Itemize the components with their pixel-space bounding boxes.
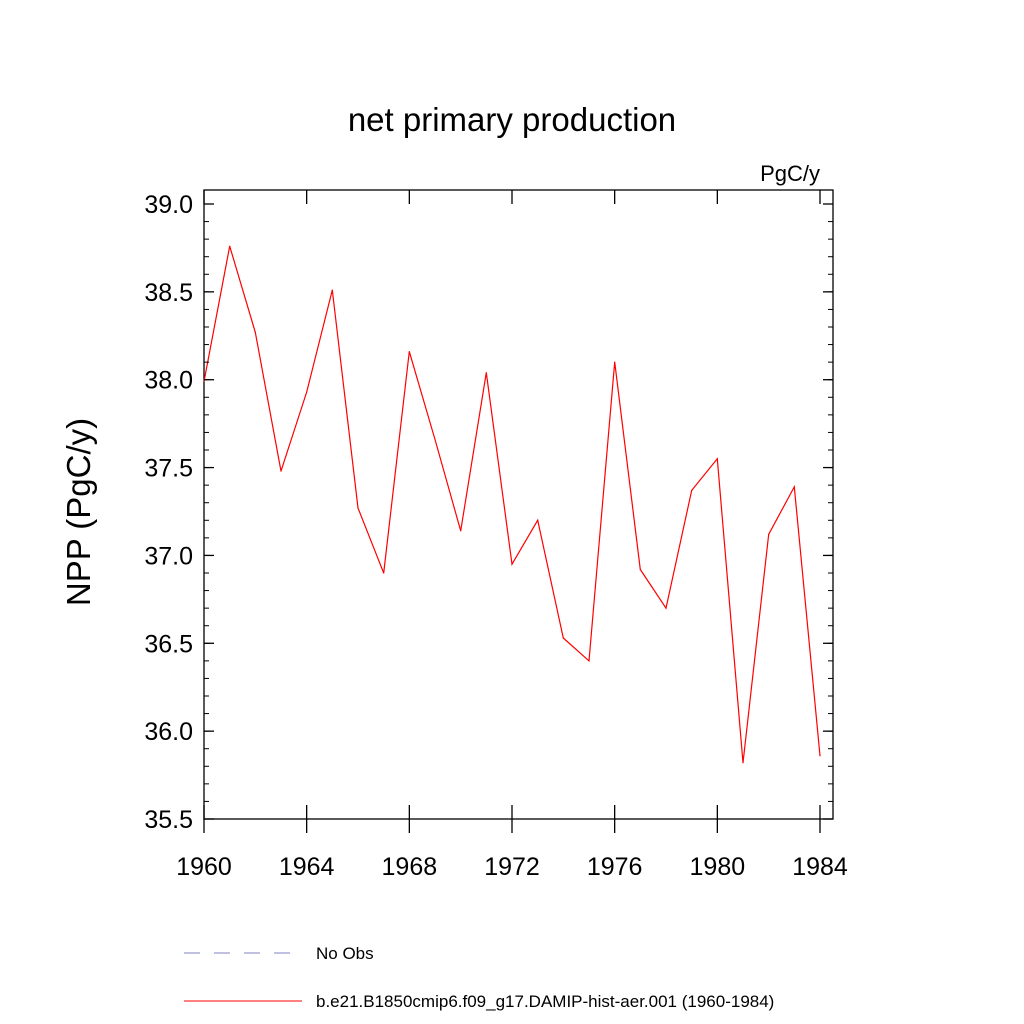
x-tick-label: 1964 bbox=[279, 853, 335, 881]
y-tick-label: 36.0 bbox=[144, 718, 193, 746]
data-point bbox=[408, 351, 410, 353]
plot-area bbox=[203, 189, 834, 820]
data-point bbox=[588, 660, 590, 662]
data-point bbox=[331, 289, 333, 291]
data-point bbox=[665, 607, 667, 609]
y-tick-label: 38.5 bbox=[144, 279, 193, 307]
data-point bbox=[691, 489, 693, 492]
x-tick-label: 1980 bbox=[690, 853, 746, 881]
data-point bbox=[819, 755, 821, 757]
y-tick-label: 38.0 bbox=[144, 367, 193, 395]
data-point bbox=[306, 391, 308, 393]
x-tick-label: 1968 bbox=[382, 853, 438, 881]
data-point bbox=[383, 572, 385, 574]
data-point bbox=[793, 486, 795, 488]
plot-frame bbox=[203, 189, 834, 820]
units-label: PgC/y bbox=[760, 161, 820, 186]
y-tick-label: 37.5 bbox=[144, 455, 193, 483]
x-tick-label: 1972 bbox=[484, 853, 540, 881]
legend-label: b.e21.B1850cmip6.f09_g17.DAMIP-hist-aer.… bbox=[316, 992, 774, 1011]
axes: 35.5 36.0 36.5 37.0 37.5 38.0 38.5 39.0 1960 1964… bbox=[144, 190, 848, 881]
y-tick-label: 39.0 bbox=[144, 191, 193, 219]
chart-title: net primary production bbox=[348, 101, 676, 138]
data-point bbox=[742, 762, 744, 764]
data-point bbox=[203, 380, 205, 383]
series-line bbox=[203, 246, 821, 763]
data-point bbox=[254, 331, 256, 333]
series-layer bbox=[203, 245, 821, 764]
data-point bbox=[716, 458, 718, 460]
legend-label: No Obs bbox=[316, 944, 374, 963]
data-point bbox=[434, 438, 436, 441]
data-point bbox=[537, 519, 539, 521]
data-point bbox=[460, 530, 462, 532]
legend: No Obs b.e21.B1850cmip6.f09_g17.DAMIP-his… bbox=[184, 944, 774, 1011]
data-point bbox=[357, 507, 359, 509]
x-tick-label: 1984 bbox=[792, 853, 848, 881]
data-point bbox=[639, 568, 641, 571]
y-tick-label: 35.5 bbox=[144, 806, 193, 834]
x-tick-label: 1976 bbox=[587, 853, 643, 881]
data-point bbox=[768, 533, 770, 535]
x-tick-label: 1960 bbox=[176, 853, 232, 881]
y-axis-label: NPP (PgC/y) bbox=[60, 418, 97, 606]
data-point bbox=[511, 563, 513, 565]
data-point bbox=[229, 245, 231, 247]
data-point bbox=[614, 361, 616, 363]
data-point bbox=[280, 470, 282, 472]
y-tick-label: 37.0 bbox=[144, 542, 193, 570]
data-point bbox=[485, 372, 487, 374]
data-point bbox=[562, 637, 564, 639]
y-tick-label: 36.5 bbox=[144, 630, 193, 658]
